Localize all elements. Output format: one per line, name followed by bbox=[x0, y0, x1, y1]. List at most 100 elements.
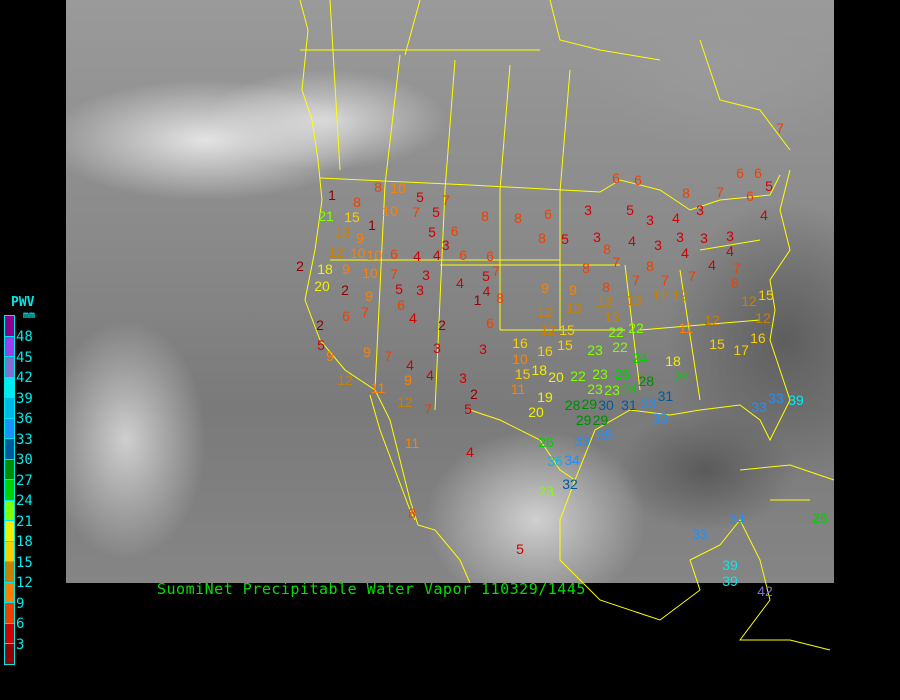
station-pwv-value: 4 bbox=[708, 257, 716, 273]
station-pwv-value: 6 bbox=[342, 308, 350, 324]
station-pwv-value: 4 bbox=[413, 248, 421, 264]
station-pwv-value: 3 bbox=[676, 229, 684, 246]
color-scale-segment bbox=[5, 541, 14, 562]
station-pwv-value: 10 bbox=[349, 245, 366, 262]
station-pwv-value: 33 bbox=[640, 395, 657, 411]
color-scale-label: 9 bbox=[16, 595, 25, 612]
station-pwv-value: 35 bbox=[597, 426, 613, 443]
station-pwv-value: 23 bbox=[587, 342, 603, 358]
color-scale-segment bbox=[5, 418, 14, 439]
station-pwv-value: 12 bbox=[328, 244, 344, 260]
satellite-image bbox=[66, 0, 834, 583]
state-lines bbox=[330, 54, 761, 411]
station-pwv-value: 1 bbox=[328, 187, 336, 203]
station-pwv-value: 3 bbox=[422, 267, 430, 283]
station-pwv-value: 7 bbox=[442, 192, 450, 208]
station-pwv-value: 6 bbox=[390, 246, 398, 262]
station-pwv-value: 3 bbox=[696, 202, 704, 218]
station-pwv-value: 11 bbox=[678, 320, 694, 336]
mexico-coast-outline bbox=[559, 479, 831, 651]
station-pwv-value: 7 bbox=[424, 401, 432, 417]
station-pwv-value: 18 bbox=[665, 353, 681, 370]
station-pwv-value: 6 bbox=[397, 297, 405, 313]
station-pwv-value: 7 bbox=[361, 304, 369, 320]
station-pwv-value: 22 bbox=[608, 323, 624, 340]
station-pwv-value: 9 bbox=[365, 288, 373, 304]
station-pwv-value: 13 bbox=[335, 224, 351, 241]
color-scale-label: 21 bbox=[16, 513, 33, 530]
station-pwv-value: 6 bbox=[486, 248, 494, 264]
station-pwv-value: 4 bbox=[432, 247, 441, 263]
station-pwv-value: 9 bbox=[363, 344, 371, 360]
station-pwv-value: 12 bbox=[755, 310, 771, 326]
station-pwv-value: 11 bbox=[404, 435, 420, 451]
station-pwv-value: 5 bbox=[626, 202, 634, 218]
station-pwv-value: 33 bbox=[768, 390, 784, 406]
station-pwv-value: 23 bbox=[604, 381, 620, 398]
station-pwv-value: 3 bbox=[593, 229, 601, 245]
color-scale-segment bbox=[5, 521, 14, 542]
station-pwv-value: 6 bbox=[544, 206, 552, 222]
station-pwv-value: 5 bbox=[516, 541, 524, 557]
station-pwv-value: 15 bbox=[557, 337, 573, 353]
station-pwv-value: 3 bbox=[479, 341, 487, 357]
station-pwv-value: 9 bbox=[541, 280, 549, 296]
color-scale-segment bbox=[5, 623, 14, 644]
station-pwv-value: 39 bbox=[722, 557, 738, 574]
station-pwv-value: 8 bbox=[602, 278, 610, 295]
station-pwv-value: 5 bbox=[395, 281, 403, 298]
station-pwv-value: 6 bbox=[486, 315, 494, 331]
caribbean-outline bbox=[739, 464, 835, 501]
color-scale-segment bbox=[5, 603, 14, 624]
station-pwv-value: 3 bbox=[459, 370, 467, 386]
station-pwv-value: 7 bbox=[384, 348, 392, 364]
station-pwv-value: 4 bbox=[406, 357, 414, 373]
station-pwv-value: 8 bbox=[731, 275, 739, 292]
station-pwv-value: 13 bbox=[597, 293, 613, 310]
station-pwv-value: 15 bbox=[758, 287, 774, 303]
station-pwv-value: 4 bbox=[482, 283, 491, 300]
color-scale-label: 12 bbox=[16, 575, 33, 591]
station-pwv-value: 12 bbox=[397, 394, 413, 410]
station-pwv-value: 7 bbox=[632, 272, 640, 288]
station-pwv-value: 3 bbox=[646, 212, 654, 228]
station-pwv-value: 22 bbox=[570, 368, 586, 384]
gulf-coast-outline bbox=[469, 169, 791, 481]
station-pwv-value: 17 bbox=[733, 342, 749, 358]
station-pwv-value: 6 bbox=[736, 165, 744, 181]
color-scale-label: 42 bbox=[16, 370, 33, 386]
station-pwv-value: 36 bbox=[547, 453, 563, 469]
station-pwv-value: 4 bbox=[672, 210, 680, 226]
station-pwv-value: 12 bbox=[540, 322, 556, 338]
station-pwv-value: 24 bbox=[674, 368, 690, 385]
station-pwv-value: 42 bbox=[757, 583, 773, 599]
station-pwv-value: 26 bbox=[812, 510, 828, 526]
color-scale-label: 18 bbox=[16, 534, 33, 550]
station-pwv-value: 10 bbox=[390, 180, 406, 196]
station-pwv-value: 8 bbox=[646, 258, 654, 274]
station-pwv-value: 8 bbox=[481, 208, 489, 224]
station-pwv-value: 33 bbox=[574, 433, 590, 449]
station-pwv-value: 8 bbox=[603, 241, 611, 257]
station-pwv-value: 8 bbox=[514, 210, 522, 226]
station-pwv-value: 4 bbox=[681, 244, 689, 261]
station-pwv-value: 1 bbox=[473, 292, 482, 308]
station-pwv-value: 20 bbox=[314, 278, 330, 294]
station-pwv-value: 10 bbox=[382, 203, 398, 219]
station-pwv-value: 16 bbox=[512, 335, 528, 351]
station-pwv-value: 9 bbox=[326, 348, 334, 364]
color-scale-label: 39 bbox=[16, 390, 33, 407]
station-pwv-value: 5 bbox=[432, 204, 440, 220]
station-pwv-value: 33 bbox=[652, 410, 668, 426]
color-scale-segment bbox=[5, 582, 14, 603]
station-pwv-value: 8 bbox=[582, 260, 590, 276]
station-pwv-value: 20 bbox=[548, 369, 564, 385]
station-pwv-value: 2 bbox=[316, 317, 324, 333]
station-pwv-value: 8 bbox=[682, 185, 690, 201]
station-pwv-value: 13 bbox=[604, 308, 620, 325]
station-pwv-value: 7 bbox=[612, 254, 620, 270]
us-canada-border bbox=[319, 174, 781, 211]
station-pwv-value: 20 bbox=[528, 404, 544, 420]
station-pwv-value: 2 bbox=[470, 385, 478, 402]
station-pwv-value: 3 bbox=[654, 237, 662, 253]
